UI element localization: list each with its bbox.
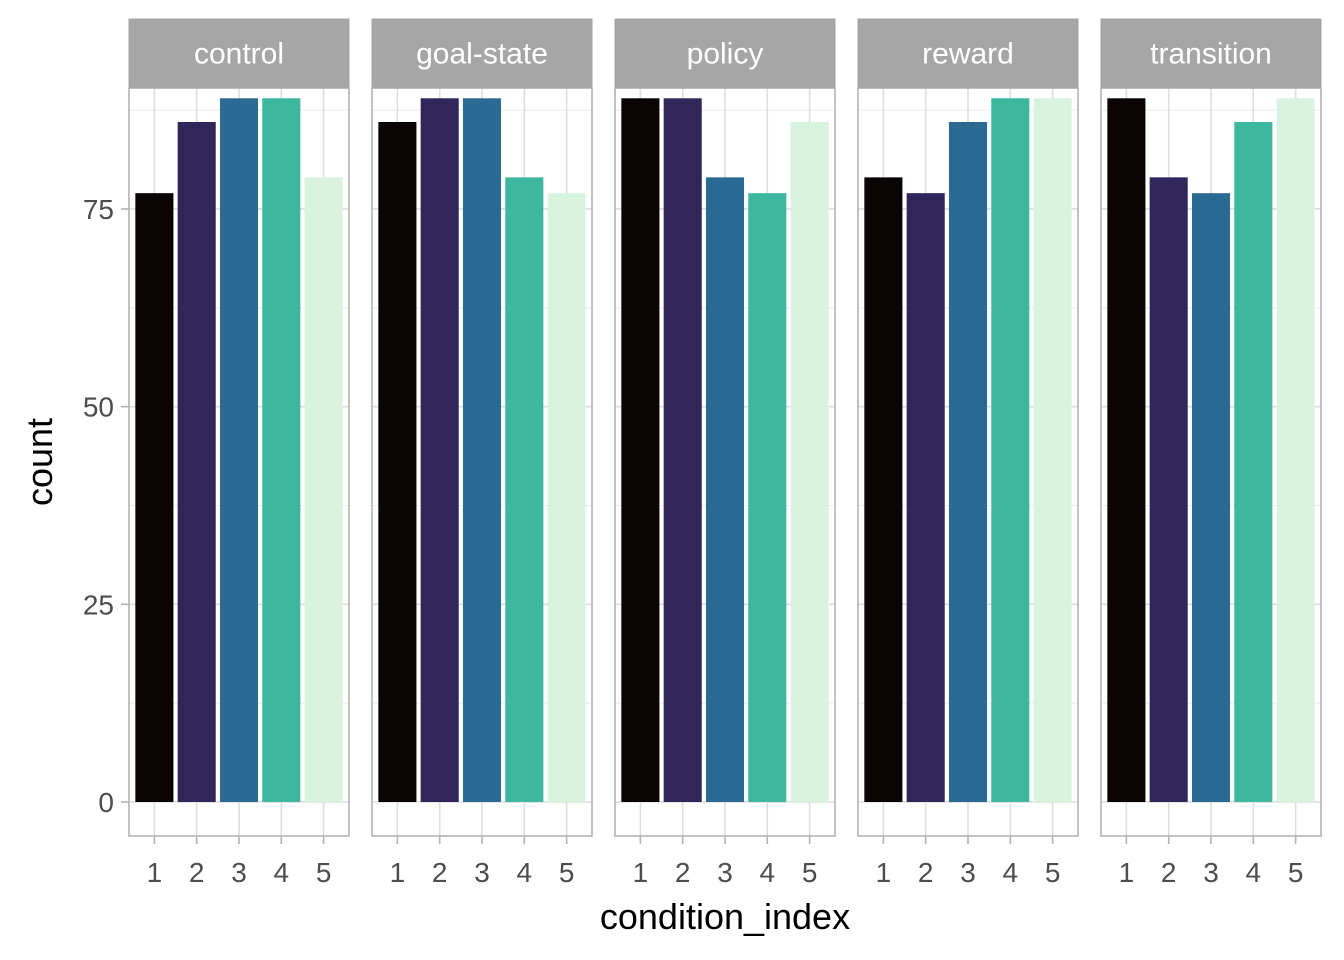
x-tick-label: 2 (432, 857, 448, 888)
x-tick-label: 3 (960, 857, 976, 888)
bar-control-2 (177, 122, 216, 802)
bar-goal-state-3 (462, 98, 502, 803)
facet-strip (857, 18, 1079, 89)
x-tick-label: 5 (802, 857, 818, 888)
x-tick-label: 1 (633, 857, 649, 888)
bar-control-5 (304, 177, 343, 803)
facet-strip (614, 18, 836, 89)
bar-policy-4 (748, 193, 787, 803)
bar-policy-5 (790, 122, 829, 802)
bar-transition-2 (1149, 177, 1188, 803)
facet-panel-goal-state: goal-state 1 2 3 4 5 (371, 18, 593, 888)
x-tick-label: 1 (876, 857, 892, 888)
bar-policy-1 (621, 98, 660, 803)
y-tick-label: 25 (83, 589, 114, 620)
y-axis-title: count (19, 418, 60, 506)
facet-strip (371, 18, 593, 89)
x-tick-label: 3 (1203, 857, 1219, 888)
bar-goal-state-5 (547, 193, 586, 803)
x-tick-label: 4 (274, 857, 290, 888)
x-tick-label: 2 (918, 857, 934, 888)
x-axis-title: condition_index (600, 896, 850, 937)
y-tick-label: 50 (83, 392, 114, 423)
bar-reward-1 (864, 177, 903, 803)
y-tick-label: 75 (83, 194, 114, 225)
bar-reward-3 (948, 122, 988, 802)
x-tick-label: 4 (1246, 857, 1262, 888)
bar-transition-3 (1191, 193, 1231, 803)
facet-label-reward: reward (922, 38, 1014, 71)
bar-transition-1 (1107, 98, 1146, 803)
facet-panel-control: control 1 2 3 4 5 (128, 18, 350, 888)
x-tick-label: 1 (1119, 857, 1135, 888)
x-tick-label: 2 (675, 857, 691, 888)
facet-panel-reward: reward 1 2 3 4 5 (857, 18, 1079, 888)
facet-panel-transition: transition 1 2 3 4 5 (1100, 18, 1322, 888)
x-tick-label: 5 (316, 857, 332, 888)
x-tick-label: 1 (390, 857, 406, 888)
facet-label-policy: policy (687, 38, 764, 71)
bar-reward-4 (991, 98, 1030, 803)
facet-label-control: control (194, 38, 284, 71)
y-tick-label: 0 (98, 787, 114, 818)
bar-control-1 (135, 193, 174, 803)
bar-transition-5 (1276, 98, 1315, 803)
x-tick-label: 4 (517, 857, 533, 888)
y-axis: 0 25 50 75 (83, 194, 129, 818)
x-tick-label: 2 (1161, 857, 1177, 888)
x-tick-label: 4 (1003, 857, 1019, 888)
x-tick-label: 4 (760, 857, 776, 888)
bar-goal-state-2 (420, 98, 459, 803)
bar-goal-state-4 (505, 177, 544, 803)
x-tick-label: 3 (474, 857, 490, 888)
x-tick-label: 3 (717, 857, 733, 888)
bar-control-3 (219, 98, 259, 803)
x-tick-label: 1 (147, 857, 163, 888)
bar-policy-2 (663, 98, 702, 803)
facet-strip (128, 18, 350, 89)
x-tick-label: 3 (231, 857, 247, 888)
facet-label-transition: transition (1150, 38, 1272, 71)
bar-reward-5 (1033, 98, 1072, 803)
facet-label-goal-state: goal-state (416, 38, 548, 71)
bar-policy-3 (705, 177, 745, 803)
x-tick-label: 2 (189, 857, 205, 888)
bar-reward-2 (906, 193, 945, 803)
bar-control-4 (262, 98, 301, 803)
x-tick-label: 5 (1288, 857, 1304, 888)
bar-transition-4 (1234, 122, 1273, 802)
facet-panel-policy: policy 1 2 3 4 5 (614, 18, 836, 888)
bar-goal-state-1 (378, 122, 417, 802)
facet-strip (1100, 18, 1322, 89)
x-tick-label: 5 (559, 857, 575, 888)
x-tick-label: 5 (1045, 857, 1061, 888)
